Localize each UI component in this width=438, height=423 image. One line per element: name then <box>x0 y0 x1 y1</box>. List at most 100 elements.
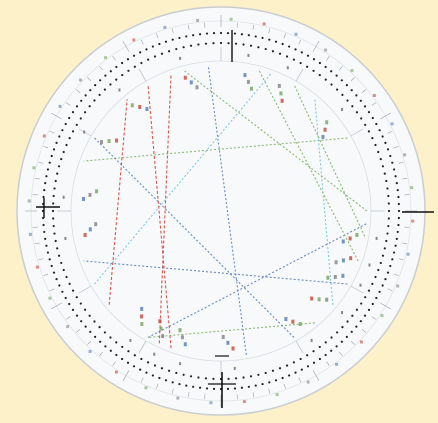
zodiac-tick <box>402 242 408 245</box>
ring-dot <box>103 88 107 91</box>
zodiac-glyph <box>114 370 118 374</box>
ring-dot <box>160 367 164 370</box>
ring-dot <box>55 141 58 144</box>
ring-dot <box>233 32 237 35</box>
ring-dot <box>306 354 309 357</box>
ring-dot <box>396 188 399 192</box>
degree-marker <box>118 88 121 92</box>
ring-dot <box>98 325 101 329</box>
ring-dot <box>140 357 143 361</box>
zodiac-tick <box>339 66 343 71</box>
ring-dot <box>351 314 354 317</box>
planet-glyph <box>334 260 338 265</box>
zodiac-tick <box>393 146 399 149</box>
ring-dot <box>164 379 168 382</box>
ring-dot <box>175 371 178 375</box>
ring-dot <box>80 320 83 323</box>
ring-dot <box>121 73 124 77</box>
ring-dot <box>397 209 401 213</box>
ring-dot <box>395 182 398 185</box>
ring-dot <box>115 78 118 81</box>
ring-dot <box>379 261 382 265</box>
ring-dot <box>182 46 185 49</box>
ring-dot <box>346 320 349 323</box>
planet-glyph <box>341 273 345 278</box>
ring-dot <box>56 247 59 250</box>
zodiac-glyph <box>163 25 167 29</box>
ring-dot <box>355 111 359 114</box>
planet-glyph <box>140 314 144 319</box>
zodiac-glyph <box>242 400 246 404</box>
planet-glyphs <box>27 17 415 405</box>
ring-dot <box>324 341 327 344</box>
ring-dot <box>350 330 353 333</box>
ring-dot <box>360 117 363 120</box>
ring-dot <box>227 42 230 45</box>
ring-dot <box>151 45 154 48</box>
ring-dot <box>133 354 136 357</box>
house-cusp <box>138 340 147 354</box>
zodiac-tick <box>371 316 376 320</box>
ring-dot <box>197 43 200 46</box>
ring-dot <box>93 320 96 323</box>
zodiac-tick <box>398 161 404 164</box>
ring-dot <box>330 83 333 86</box>
ring-dot <box>261 36 264 40</box>
ring-dot <box>374 275 377 279</box>
ring-dot <box>268 381 271 384</box>
degree-marker <box>286 66 289 70</box>
ring-dot <box>51 209 55 213</box>
ring-dot <box>306 54 310 57</box>
ring-dot <box>147 361 150 364</box>
ring-dot <box>375 296 378 300</box>
ring-dot <box>93 99 96 102</box>
ring-dot <box>68 282 71 285</box>
ring-dot <box>240 386 244 389</box>
ring-dot <box>94 335 97 338</box>
ring-dot <box>61 129 64 132</box>
ring-dot <box>205 387 209 390</box>
zodiac-tick <box>380 302 391 310</box>
ring-dot <box>219 31 223 35</box>
ring-dot <box>374 143 377 147</box>
zodiac-tick <box>361 329 366 333</box>
ring-dot <box>226 387 230 390</box>
degree-marker <box>62 195 65 199</box>
zodiac-tick <box>350 77 355 82</box>
ring-dot <box>234 42 238 45</box>
ring-dot <box>294 48 297 51</box>
planet-glyph <box>159 326 163 331</box>
planet-glyph <box>279 91 283 96</box>
ring-dot <box>367 130 371 133</box>
ring-dot <box>197 376 200 379</box>
ring-dot <box>355 94 358 97</box>
ring-dot <box>247 385 250 388</box>
ring-dot <box>53 187 56 190</box>
ring-dot <box>126 58 130 61</box>
zodiac-tick <box>87 77 92 82</box>
zodiac-tick <box>122 370 130 381</box>
ring-dot <box>52 217 55 220</box>
ring-dot <box>386 187 389 190</box>
zodiac-tick <box>312 41 320 52</box>
ring-dot <box>234 377 238 380</box>
ring-dot <box>80 99 83 102</box>
ring-dot <box>52 194 55 198</box>
ring-dot <box>371 282 374 285</box>
ring-dot <box>278 52 282 55</box>
ring-dot <box>397 202 400 206</box>
planet-glyph <box>115 138 119 143</box>
ring-dot <box>364 296 367 299</box>
ring-dot <box>389 154 392 158</box>
degree-marker <box>341 311 344 315</box>
planet-glyph <box>183 75 187 80</box>
ring-dot <box>198 33 202 36</box>
ring-dot <box>171 38 174 41</box>
ring-dot <box>58 135 61 138</box>
ring-dot <box>182 373 185 376</box>
ring-dot <box>104 345 107 348</box>
ring-dot <box>48 161 51 164</box>
ring-dot <box>312 350 315 353</box>
